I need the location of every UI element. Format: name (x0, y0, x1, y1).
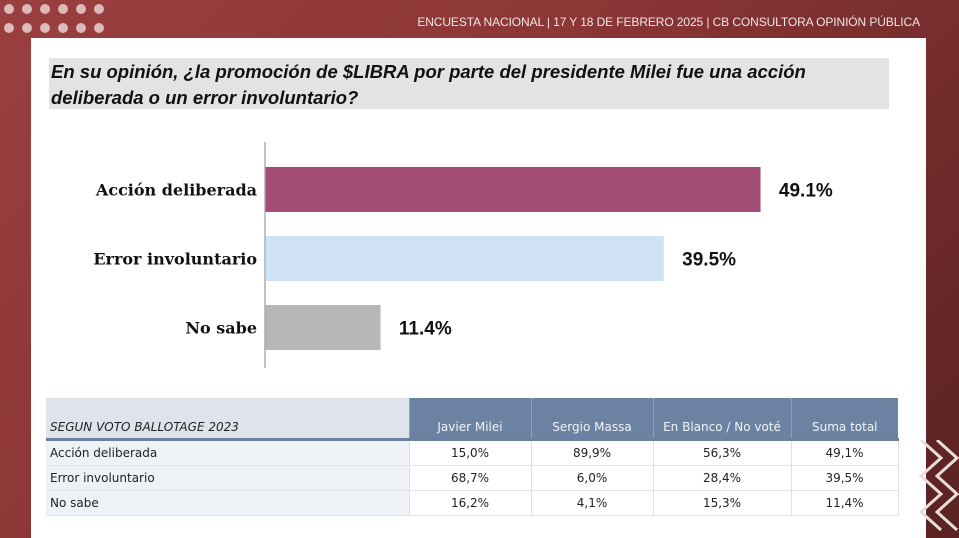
bar-chart: Acción deliberada 49.1% Error involuntario… (31, 38, 926, 378)
data-label: 49.1% (779, 181, 833, 202)
category-label: No sabe (185, 319, 257, 338)
column-header: Sergio Massa (530, 398, 653, 441)
row-label: Acción deliberada (46, 439, 409, 466)
bar-no-sabe (265, 305, 381, 350)
table-title: SEGUN VOTO BALLOTAGE 2023 (46, 398, 409, 441)
column-header: En Blanco / No voté (652, 398, 791, 441)
bar-acci-n-deliberada (265, 167, 761, 212)
table-cell: 15,0% (408, 439, 531, 466)
column-header: Javier Milei (408, 398, 531, 441)
table-cell: 56,3% (652, 439, 791, 466)
question-title: En su opinión, ¿la promoción de $LIBRA p… (49, 58, 889, 109)
data-label: 39.5% (682, 250, 736, 271)
table-cell: 68,7% (408, 465, 531, 491)
table-row: Acción deliberada 15,0% 89,9% 56,3% 49,1… (46, 439, 899, 466)
table-cell: 89,9% (530, 439, 653, 466)
crosstab-table: SEGUN VOTO BALLOTAGE 2023 Javier Milei S… (46, 398, 899, 516)
bar-chart-svg: Acción deliberada 49.1% Error involuntario… (93, 142, 833, 368)
table-cell: 4,1% (530, 490, 653, 516)
table-cell: 11,4% (790, 490, 899, 516)
data-label: 11.4% (399, 319, 452, 340)
category-label: Acción deliberada (95, 181, 257, 200)
chevron-decoration-icon (919, 440, 959, 532)
survey-header: ENCUESTA NACIONAL | 17 Y 18 DE FEBRERO 2… (417, 15, 920, 29)
column-header: Suma total (790, 398, 898, 441)
table-cell: 39,5% (790, 465, 899, 491)
row-label: No sabe (46, 490, 409, 516)
table-cell: 28,4% (652, 465, 791, 491)
table-row: Error involuntario 68,7% 6,0% 28,4% 39,5… (46, 465, 899, 491)
table-cell: 6,0% (530, 465, 653, 491)
table-cell: 49,1% (790, 439, 899, 466)
table-header-row: SEGUN VOTO BALLOTAGE 2023 Javier Milei S… (46, 398, 898, 441)
table-cell: 15,3% (652, 490, 791, 516)
slide-panel: En su opinión, ¿la promoción de $LIBRA p… (31, 38, 926, 538)
row-label: Error involuntario (46, 465, 409, 491)
table-cell: 16,2% (408, 490, 531, 516)
decorative-dots (4, 4, 104, 42)
table-row: No sabe 16,2% 4,1% 15,3% 11,4% (46, 490, 899, 516)
category-label: Error involuntario (93, 250, 257, 269)
bar-error-involuntario (265, 236, 664, 281)
